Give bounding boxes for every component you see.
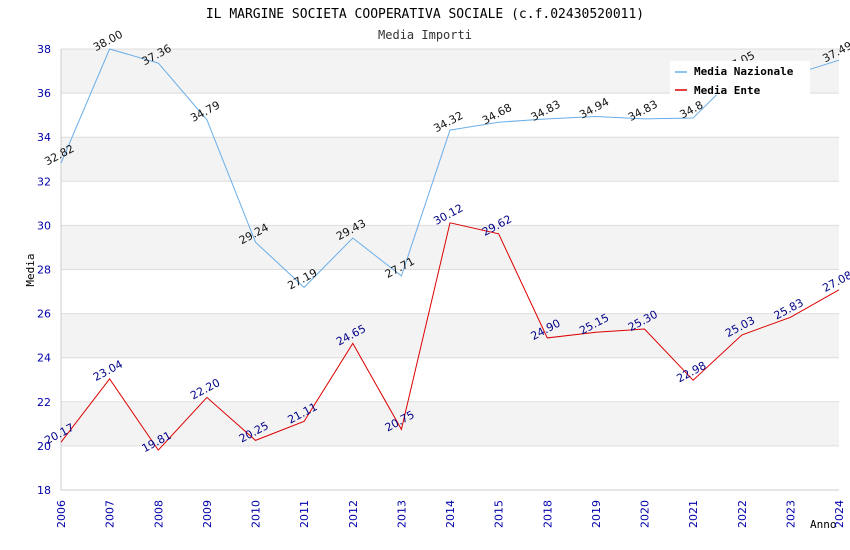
grid-bands [61,49,839,490]
x-tick-label: 2013 [395,500,408,528]
x-tick-label: 2015 [493,500,506,528]
x-tick-label: 2018 [541,500,554,528]
series-line-media-nazionale [60,48,840,289]
x-tick-labels: 2006 2007 2008 2009 2010 2011 2012 2013 2014 2015… [55,500,846,528]
chart-title: IL MARGINE SOCIETA COOPERATIVA SOCIALE (… [206,7,644,22]
x-tick-label: 2009 [201,500,214,528]
grid-band [61,137,839,182]
y-tick-label: 20 [37,440,51,453]
x-tick-label: 2023 [784,500,797,528]
grid-band [61,269,839,314]
x-tick-label: 2012 [347,500,360,528]
y-tick-label: 22 [37,396,51,409]
y-axis-label: Media [24,253,37,286]
y-tick-label: 24 [37,352,51,365]
y-tick-label: 26 [37,308,51,321]
chart-subtitle: Media Importi [378,28,472,42]
y-tick-label: 28 [37,264,51,277]
y-tick-label: 30 [37,219,51,232]
series-lines [60,48,840,451]
y-tick-label: 38 [37,43,51,56]
x-tick-label: 2022 [736,500,749,528]
y-tick-label: 18 [37,484,51,497]
legend-box [670,61,810,95]
grid-band [61,181,839,226]
x-tick-label: 2008 [152,500,165,528]
legend-label-media-nazionale: Media Nazionale [694,65,794,78]
grid-band [61,225,839,270]
x-tick-label: 2020 [639,500,652,528]
gridlines [60,48,839,491]
grid-band [61,313,839,358]
x-tick-label: 2021 [687,500,700,528]
y-tick-label: 34 [37,131,51,144]
x-tick-label: 2014 [444,500,457,528]
grid-band [61,357,839,402]
x-tick-label: 2006 [55,500,68,528]
legend: Media Nazionale Media Ente [670,61,810,97]
x-tick-label: 2024 [833,500,846,528]
x-axis-label: Anno [810,518,837,531]
y-tick-labels: 18 20 22 24 26 28 30 32 34 36 38 [37,43,51,497]
series-line-media-ente [60,222,840,451]
grid-band [61,401,839,446]
grid-band [61,445,839,490]
y-tick-label: 36 [37,87,51,100]
x-tick-label: 2010 [250,500,263,528]
y-tick-label: 32 [37,175,51,188]
x-tick-label: 2011 [298,500,311,528]
legend-label-media-ente: Media Ente [694,84,761,97]
x-tick-label: 2007 [104,500,117,528]
x-tick-label: 2019 [590,500,603,528]
